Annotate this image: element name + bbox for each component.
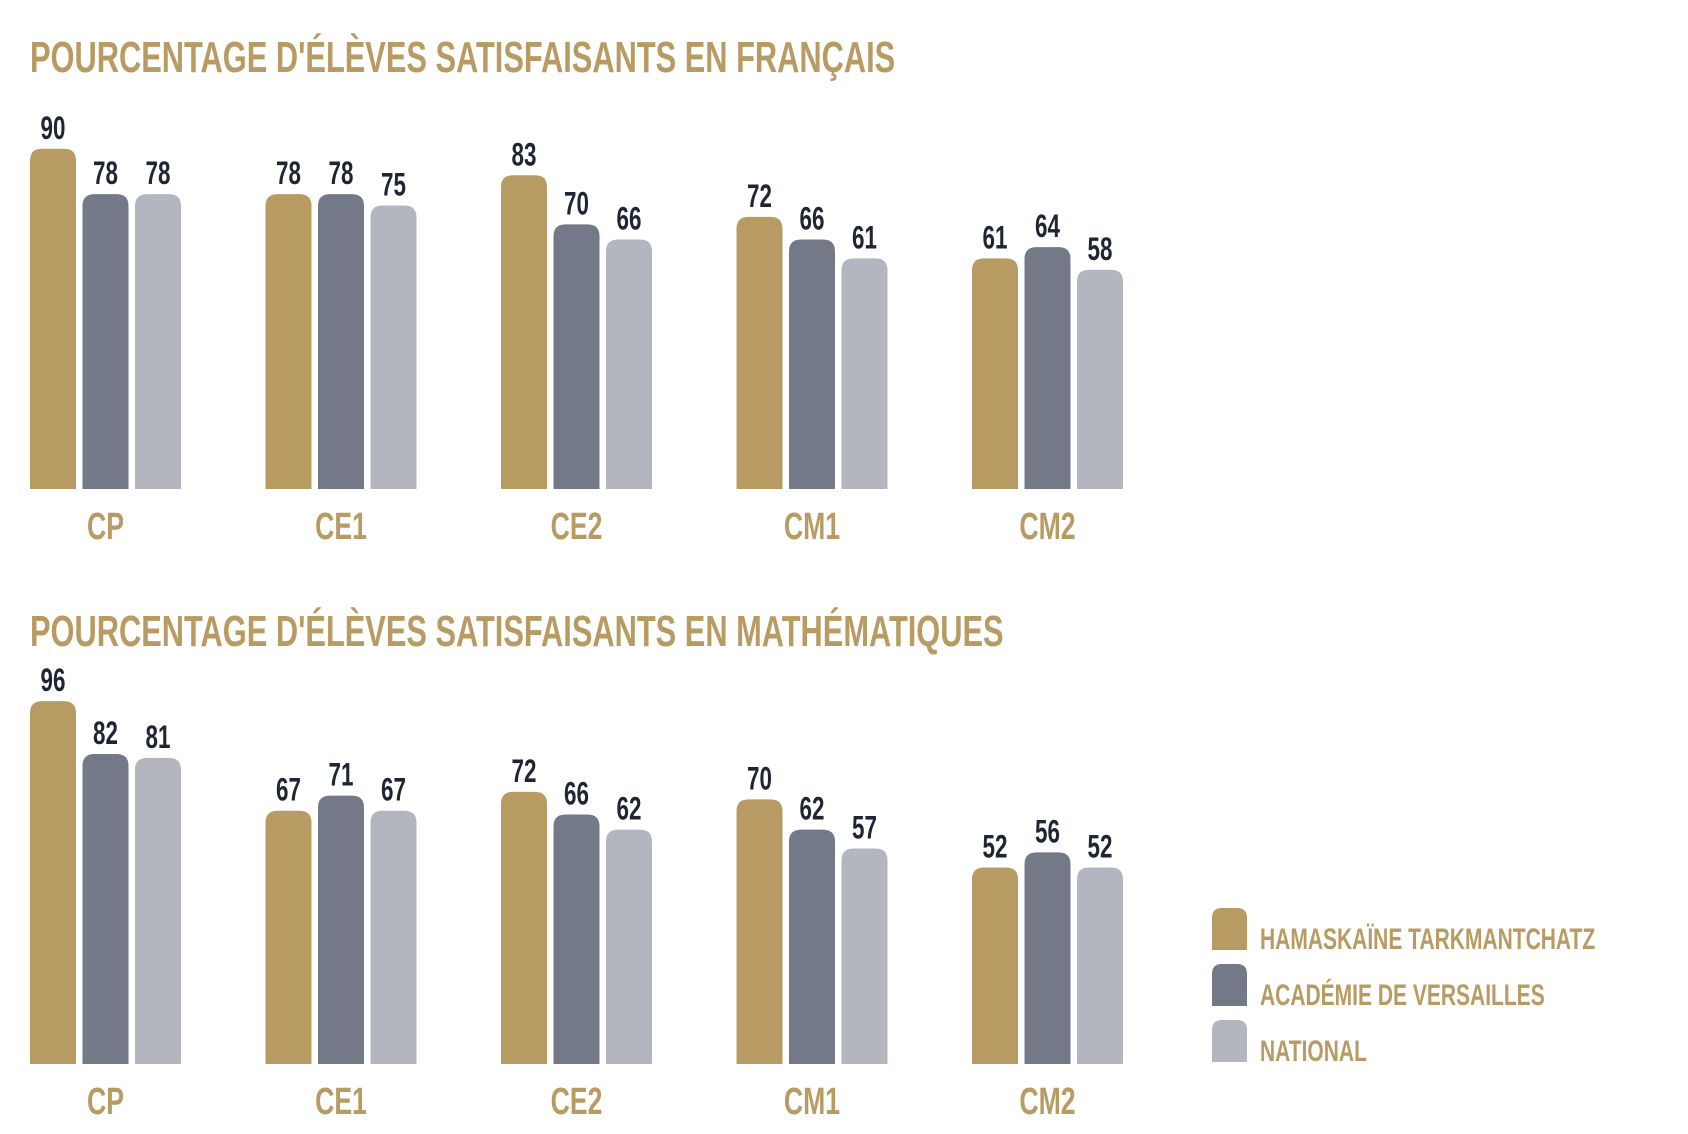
- value-label: 90: [41, 110, 66, 146]
- value-label: 70: [564, 185, 589, 221]
- value-label: 82: [93, 715, 118, 751]
- chart-francais: 90 78 78 CP 78 78 75 CE1 83 70 66 CE2 72 66 61 CM1 61 64 5…: [30, 110, 1123, 548]
- value-label: 67: [276, 772, 301, 808]
- bar-cp-series-2: [135, 194, 181, 489]
- legend-item: NATIONAL: [1212, 1020, 1367, 1068]
- value-label: 66: [564, 776, 589, 812]
- value-label: 81: [146, 719, 171, 755]
- chart-title-francais: POURCENTAGE D'ÉLÈVES SATISFAISANTS EN FR…: [30, 32, 895, 82]
- category-label-cm1: CM1: [784, 506, 840, 548]
- value-label: 61: [983, 219, 1008, 255]
- value-label: 71: [329, 757, 354, 793]
- bar-ce1-series-1: [318, 194, 364, 489]
- category-label-cm1: CM1: [784, 1081, 840, 1123]
- bar-ce1-series-2: [370, 205, 417, 489]
- value-label: 72: [512, 753, 537, 789]
- value-label: 52: [1088, 828, 1113, 864]
- category-label-ce1: CE1: [315, 1081, 367, 1123]
- category-label-ce1: CE1: [315, 506, 367, 548]
- legend-item: ACADÉMIE DE VERSAILLES: [1212, 964, 1545, 1012]
- value-label: 78: [329, 155, 354, 191]
- legend-label: NATIONAL: [1260, 1035, 1367, 1068]
- bar-ce2-series-0: [501, 175, 547, 489]
- bar-cp-series-1: [82, 194, 129, 489]
- bar-ce2-series-1: [553, 224, 600, 489]
- value-label: 78: [276, 155, 301, 191]
- bar-cp-series-0: [30, 148, 76, 490]
- value-label: 66: [617, 201, 642, 237]
- value-label: 61: [852, 219, 877, 255]
- bar-ce1-series-0: [265, 194, 312, 489]
- bar-cm1-series-2: [841, 258, 888, 489]
- bar-cm2-series-2: [1077, 867, 1123, 1064]
- legend: HAMASKAÏNE TARKMANTCHATZ ACADÉMIE DE VER…: [1212, 908, 1595, 1068]
- value-label: 64: [1035, 208, 1060, 244]
- value-label: 96: [41, 662, 66, 698]
- bar-ce1-series-2: [370, 810, 417, 1064]
- bar-cm2-series-1: [1024, 852, 1071, 1064]
- category-label-ce2: CE2: [551, 506, 603, 548]
- category-label-cp: CP: [87, 1081, 124, 1123]
- bar-cm1-series-2: [841, 848, 888, 1064]
- legend-label: HAMASKAÏNE TARKMANTCHATZ: [1260, 923, 1595, 956]
- bar-cm1-series-1: [789, 829, 835, 1064]
- bar-cm1-series-0: [736, 216, 783, 489]
- value-label: 75: [381, 167, 406, 203]
- value-label: 62: [800, 791, 825, 827]
- value-label: 56: [1035, 813, 1060, 849]
- value-label: 78: [93, 155, 118, 191]
- bar-cp-series-2: [135, 757, 181, 1064]
- bar-ce2-series-2: [606, 829, 652, 1064]
- bar-ce2-series-2: [606, 239, 652, 489]
- bar-cm2-series-0: [972, 867, 1018, 1064]
- bar-ce2-series-1: [553, 814, 600, 1064]
- value-label: 66: [800, 201, 825, 237]
- bar-cm1-series-0: [736, 799, 783, 1064]
- value-label: 83: [512, 136, 537, 172]
- bar-cm2-series-2: [1077, 269, 1123, 489]
- value-label: 70: [747, 760, 772, 796]
- category-label-cm2: CM2: [1019, 1081, 1075, 1123]
- bar-ce1-series-0: [265, 810, 312, 1064]
- category-label-cp: CP: [87, 506, 124, 548]
- legend-swatch: [1212, 964, 1247, 1006]
- category-label-cm2: CM2: [1019, 506, 1075, 548]
- value-label: 62: [617, 791, 642, 827]
- bar-cp-series-0: [30, 701, 76, 1064]
- chart-mathematiques: 96 82 81 CP 67 71 67 CE1 72 66 62 CE2 70 62 57 CM1 52 56 5…: [30, 662, 1123, 1123]
- bar-cp-series-1: [82, 754, 129, 1064]
- bar-cm2-series-0: [972, 258, 1018, 489]
- bar-cm2-series-1: [1024, 247, 1071, 489]
- bar-ce1-series-1: [318, 795, 364, 1064]
- value-label: 78: [146, 155, 171, 191]
- value-label: 52: [983, 828, 1008, 864]
- category-label-ce2: CE2: [551, 1081, 603, 1123]
- bar-cm1-series-1: [789, 239, 835, 489]
- bar-ce2-series-0: [501, 791, 547, 1064]
- legend-label: ACADÉMIE DE VERSAILLES: [1260, 978, 1545, 1012]
- value-label: 58: [1088, 231, 1113, 267]
- chart-title-mathematiques: POURCENTAGE D'ÉLÈVES SATISFAISANTS EN MA…: [30, 606, 1004, 656]
- legend-item: HAMASKAÏNE TARKMANTCHATZ: [1212, 908, 1595, 956]
- legend-swatch: [1212, 908, 1247, 950]
- legend-swatch: [1212, 1020, 1247, 1062]
- value-label: 57: [852, 810, 877, 846]
- value-label: 72: [747, 178, 772, 214]
- value-label: 67: [381, 772, 406, 808]
